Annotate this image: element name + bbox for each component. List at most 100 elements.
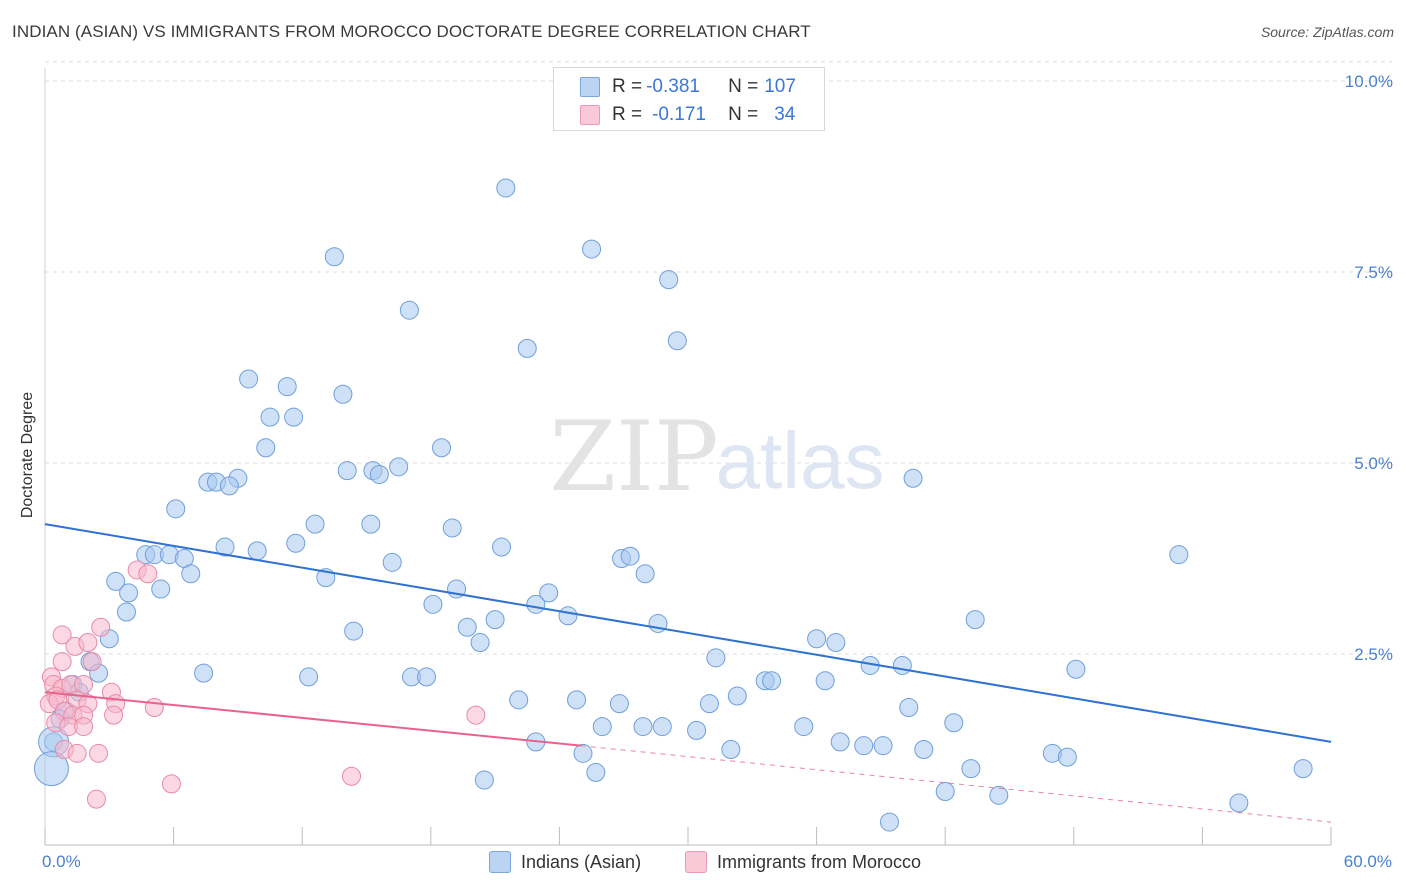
- legend-label-indians: Indians (Asian): [521, 851, 642, 872]
- point-indians: [539, 583, 559, 603]
- point-indians: [961, 759, 981, 779]
- point-indians: [989, 785, 1009, 805]
- n-value: 34: [774, 104, 796, 125]
- x-tick-max: 60.0%: [1343, 852, 1392, 871]
- y-tick-label: 7.5%: [1354, 263, 1393, 282]
- point-morocco: [86, 789, 106, 809]
- y-tick-labels: 2.5% 5.0% 7.5% 10.0%: [1345, 72, 1393, 664]
- legend-swatch-pink: [685, 851, 707, 873]
- point-morocco: [161, 774, 181, 794]
- point-indians: [106, 571, 126, 591]
- series-morocco-points: [39, 560, 486, 809]
- point-indians: [215, 537, 235, 557]
- n-label: N =: [728, 76, 759, 97]
- trend-line-morocco-extension: [580, 745, 1332, 823]
- point-indians: [635, 564, 655, 584]
- point-indians: [652, 717, 672, 737]
- point-indians: [944, 713, 964, 733]
- point-indians: [892, 655, 912, 675]
- point-indians: [151, 579, 171, 599]
- point-indians: [935, 782, 955, 802]
- point-morocco: [74, 717, 94, 737]
- point-indians: [219, 476, 239, 496]
- point-indians: [399, 300, 419, 320]
- point-indians: [284, 407, 304, 427]
- point-indians: [854, 736, 874, 756]
- y-tick-label: 10.0%: [1345, 72, 1393, 91]
- point-indians: [116, 602, 136, 622]
- point-indians: [256, 438, 276, 458]
- point-indians: [826, 633, 846, 653]
- point-indians: [337, 461, 357, 481]
- point-indians: [509, 690, 529, 710]
- point-indians: [567, 690, 587, 710]
- point-morocco: [104, 705, 124, 725]
- point-indians: [526, 594, 546, 614]
- point-morocco: [67, 743, 87, 763]
- gridlines: [45, 61, 1392, 655]
- axes: [44, 68, 1332, 846]
- trend-line-morocco: [44, 691, 581, 747]
- point-indians: [119, 583, 139, 603]
- stats-row-indians: R = -0.381 N = 107: [554, 73, 796, 101]
- point-indians: [1293, 759, 1313, 779]
- chart-title: INDIAN (ASIAN) VS IMMIGRANTS FROM MOROCC…: [12, 22, 811, 41]
- point-morocco: [78, 633, 98, 653]
- legend-swatch-pink: [580, 105, 600, 125]
- point-indians: [667, 331, 687, 351]
- point-indians: [305, 514, 325, 534]
- point-indians: [687, 720, 707, 740]
- point-indians: [389, 457, 409, 477]
- legend-swatch-blue: [580, 77, 600, 97]
- point-indians: [633, 717, 653, 737]
- point-indians: [382, 552, 402, 572]
- watermark-atlas: atlas: [716, 416, 885, 505]
- point-indians: [299, 667, 319, 687]
- point-indians: [873, 736, 893, 756]
- trend-line-indians: [44, 523, 1332, 743]
- point-indians: [965, 610, 985, 630]
- point-morocco: [144, 697, 164, 717]
- point-indians: [1066, 659, 1086, 679]
- point-indians: [762, 671, 782, 691]
- point-indians: [470, 633, 490, 653]
- series-indians-points: [33, 178, 1313, 832]
- point-indians: [659, 270, 679, 290]
- point-indians: [485, 610, 505, 630]
- point-indians: [247, 541, 267, 561]
- n-value: 107: [764, 76, 796, 97]
- r-value: -0.381: [646, 76, 700, 97]
- point-indians: [361, 514, 381, 534]
- trend-lines: [44, 523, 1332, 823]
- point-indians: [324, 247, 344, 267]
- point-indians: [344, 621, 364, 641]
- point-morocco: [341, 766, 361, 786]
- point-indians: [830, 732, 850, 752]
- point-indians: [369, 464, 389, 484]
- watermark: ZIP atlas: [549, 401, 884, 513]
- legend-swatch-blue: [489, 851, 511, 873]
- point-indians: [492, 537, 512, 557]
- point-indians: [432, 438, 452, 458]
- point-morocco: [138, 564, 158, 584]
- stats-legend: R = -0.381 N = 107 R = -0.171 N = 34: [553, 67, 825, 131]
- point-indians: [194, 663, 214, 683]
- legend-item-indians[interactable]: Indians (Asian): [489, 851, 641, 873]
- point-indians: [582, 239, 602, 259]
- x-tick-min: 0.0%: [42, 852, 81, 871]
- point-indians: [620, 546, 640, 566]
- point-indians: [517, 338, 537, 358]
- point-indians: [181, 564, 201, 584]
- point-indians: [277, 377, 297, 397]
- point-morocco: [466, 705, 486, 725]
- legend-label-morocco: Immigrants from Morocco: [717, 851, 922, 872]
- legend-item-morocco[interactable]: Immigrants from Morocco: [685, 851, 921, 873]
- point-indians: [609, 694, 629, 714]
- point-indians: [1169, 545, 1189, 565]
- point-indians: [706, 648, 726, 668]
- point-indians: [899, 697, 919, 717]
- source-credit: Source: ZipAtlas.com: [1260, 24, 1394, 40]
- stats-row-morocco: R = -0.171 N = 34: [554, 101, 795, 129]
- point-indians: [815, 671, 835, 691]
- point-indians: [879, 812, 899, 832]
